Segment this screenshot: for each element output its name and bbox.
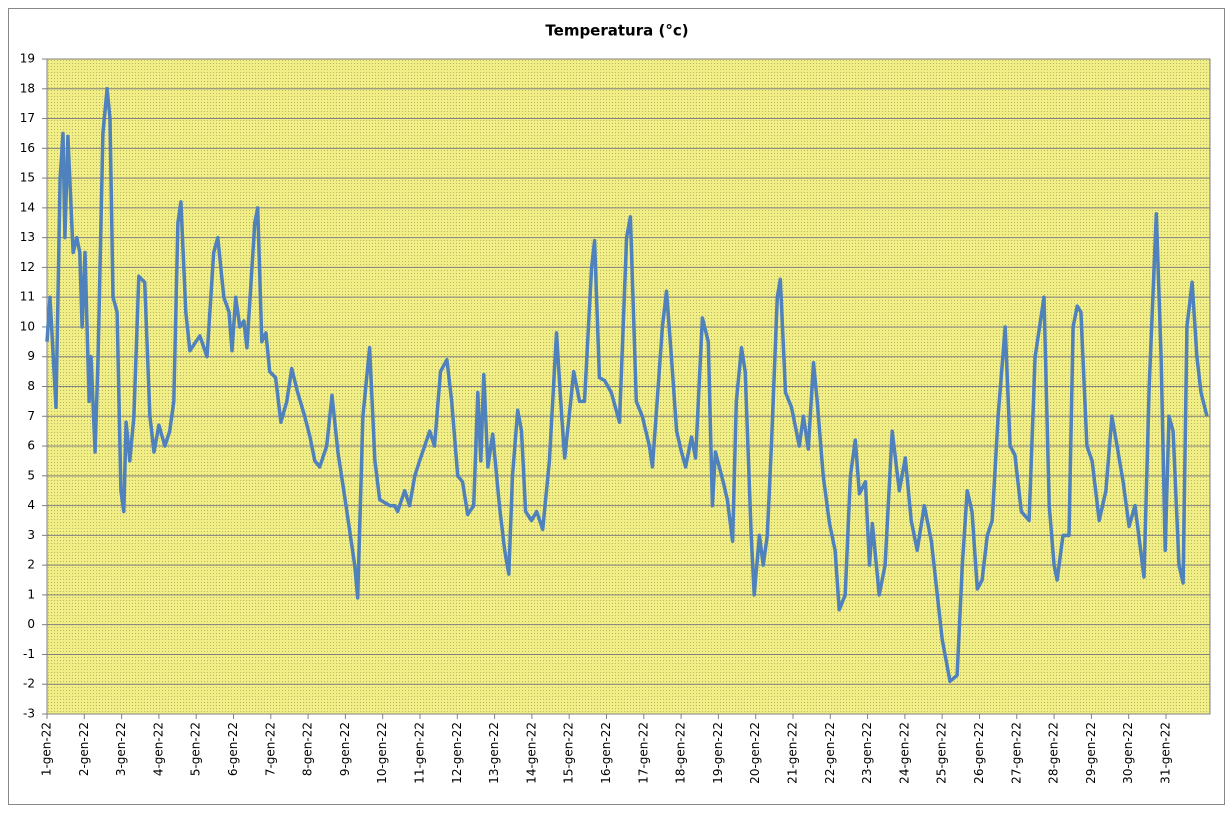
x-tick-label: 5-gen-22: [189, 722, 203, 776]
x-tick-label: 12-gen-22: [450, 722, 464, 784]
y-tick-label: 4: [27, 498, 35, 512]
x-tick-label: 28-gen-22: [1047, 722, 1061, 784]
x-tick-label: 19-gen-22: [711, 722, 725, 784]
y-tick-label: 2: [27, 558, 35, 572]
x-tick-label: 11-gen-22: [412, 722, 426, 784]
x-tick-label: 18-gen-22: [674, 722, 688, 784]
x-tick-label: 8-gen-22: [301, 722, 315, 776]
y-tick-label: -1: [23, 647, 35, 661]
x-tick-label: 3-gen-22: [114, 722, 128, 776]
y-tick-label: 8: [27, 379, 35, 393]
x-tick-label: 14-gen-22: [524, 722, 538, 784]
y-tick-label: 1: [27, 587, 35, 601]
chart-title: Temperatura (°c): [545, 22, 688, 40]
x-tick-label: 25-gen-22: [935, 722, 949, 784]
y-tick-label: -3: [23, 707, 35, 721]
x-tick-label: 30-gen-22: [1121, 722, 1135, 784]
y-tick-label: 17: [20, 111, 35, 125]
x-tick-label: 27-gen-22: [1009, 722, 1023, 784]
y-tick-label: 15: [20, 171, 35, 185]
temperature-line: [45, 87, 1209, 684]
y-tick-label: 13: [20, 230, 35, 244]
x-tick-label: 20-gen-22: [748, 722, 762, 784]
y-tick-label: 18: [20, 81, 35, 95]
x-tick-label: 17-gen-22: [636, 722, 650, 784]
y-tick-label: -2: [23, 677, 35, 691]
y-tick-label: 19: [20, 52, 35, 66]
x-tick-label: 9-gen-22: [338, 722, 352, 776]
y-tick-label: 11: [20, 290, 35, 304]
y-tick-label: 14: [20, 200, 35, 214]
y-tick-label: 3: [27, 528, 35, 542]
x-tick-label: 7-gen-22: [263, 722, 277, 776]
x-tick-label: 31-gen-22: [1158, 722, 1172, 784]
y-tick-label: 5: [27, 468, 35, 482]
x-tick-label: 16-gen-22: [599, 722, 613, 784]
y-tick-label: 12: [20, 260, 35, 274]
x-tick-label: 1-gen-22: [40, 722, 54, 776]
x-tick-label: 24-gen-22: [897, 722, 911, 784]
y-tick-label: 0: [27, 617, 35, 631]
x-tick-label: 10-gen-22: [375, 722, 389, 784]
x-tick-label: 15-gen-22: [562, 722, 576, 784]
y-tick-label: 6: [27, 439, 35, 453]
y-tick-label: 16: [20, 141, 35, 155]
y-tick-label: 7: [27, 409, 35, 423]
x-tick-label: 4-gen-22: [151, 722, 165, 776]
x-tick-label: 21-gen-22: [785, 722, 799, 784]
x-tick-label: 23-gen-22: [860, 722, 874, 784]
y-tick-label: 9: [27, 349, 35, 363]
x-tick-label: 22-gen-22: [823, 722, 837, 784]
y-tick-label: 10: [20, 319, 35, 333]
x-tick-label: 29-gen-22: [1084, 722, 1098, 784]
x-tick-label: 26-gen-22: [972, 722, 986, 784]
x-tick-label: 13-gen-22: [487, 722, 501, 784]
x-tick-label: 6-gen-22: [226, 722, 240, 776]
x-tick-label: 2-gen-22: [77, 722, 91, 776]
